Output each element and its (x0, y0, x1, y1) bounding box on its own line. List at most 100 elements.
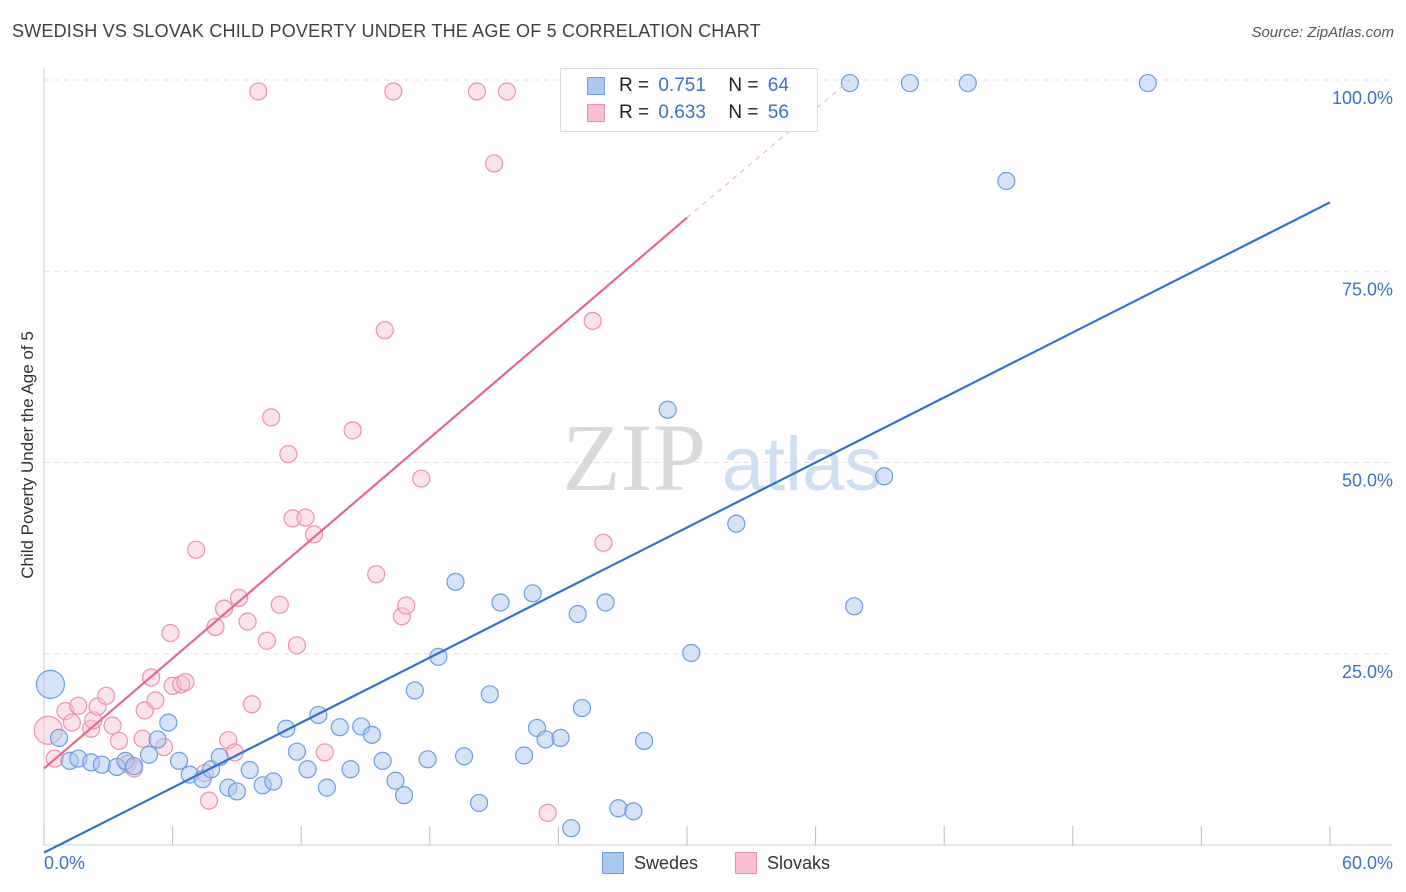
swedes-trendline (43, 201, 1331, 854)
swedes-point (49, 728, 69, 748)
slovaks-point (367, 565, 386, 584)
slovaks-point (109, 731, 129, 751)
swedes-point (394, 786, 414, 805)
slovaks-point (485, 154, 504, 173)
r-label: R = (619, 102, 650, 123)
slovaks-point (242, 695, 262, 714)
swedes-point (405, 681, 424, 700)
bottom-legend-swedes: Swedes (602, 852, 698, 874)
grid-lines (44, 79, 1392, 655)
swedes-point (298, 760, 317, 779)
slovaks-point (103, 716, 122, 735)
swedes-point (658, 400, 677, 419)
swedes-point (523, 584, 542, 603)
n-label: N = (728, 75, 759, 96)
tick-labels: 25.0% 50.0% 75.0% 100.0% 0.0% 60.0% (44, 88, 1393, 873)
legend-row-swedes: R = 0.751 N = 64 (587, 73, 789, 99)
swedes-point (682, 643, 701, 663)
slovaks-point (397, 596, 416, 615)
slovaks-trendline (43, 216, 688, 770)
swedes-point (480, 685, 499, 704)
axes (43, 68, 1392, 846)
slovaks-point (304, 525, 324, 544)
swedes-point (635, 731, 654, 751)
slovaks-point (146, 691, 165, 710)
swedes-r-value: 0.751 (658, 75, 706, 96)
chart-title: SWEDISH VS SLOVAK CHILD POVERTY UNDER TH… (12, 21, 761, 41)
swedes-point (515, 746, 534, 765)
slovaks-point (187, 540, 206, 559)
swedes-point (277, 719, 296, 738)
swedes-point (330, 718, 349, 737)
slovaks-point (384, 82, 403, 101)
slovaks-point (62, 713, 81, 732)
slovaks-point (467, 82, 487, 101)
legend-row-slovaks: R = 0.633 N = 56 (587, 100, 789, 126)
slovaks-point (262, 408, 281, 427)
swedes-point (840, 73, 859, 93)
swedes-point (491, 593, 510, 612)
swedes-point (875, 467, 894, 486)
slovaks-point (583, 311, 602, 331)
swedes-point (536, 730, 555, 749)
swedes-point (287, 742, 307, 761)
slovaks-point (176, 672, 195, 692)
watermark-atlas: atlas (722, 422, 883, 507)
source-label: Source: ZipAtlas.com (1251, 24, 1394, 41)
r-label: R = (619, 75, 650, 96)
slovaks-point (229, 588, 249, 608)
swedes-point (596, 593, 615, 612)
slovaks-point (594, 533, 613, 552)
swedes-point (169, 751, 189, 770)
slovaks-point (296, 508, 315, 527)
watermark: ZIP atlas (562, 404, 882, 511)
swedes-legend-swatch (602, 852, 624, 874)
swedes-point (624, 802, 643, 821)
swedes-point (568, 604, 587, 624)
slovaks-point (206, 617, 225, 637)
swedes-point (317, 778, 337, 797)
swedes-point (92, 755, 111, 774)
slovaks-point (315, 743, 334, 762)
swedes-point (551, 728, 570, 748)
slovaks-point (412, 469, 431, 488)
swedes-point (386, 771, 405, 790)
swedes-n-value: 64 (767, 75, 789, 96)
slovaks-point (375, 321, 394, 340)
swedes-point (469, 793, 489, 813)
slovaks-point (270, 595, 289, 614)
swedes-point (362, 725, 382, 744)
slovaks-point (69, 696, 88, 715)
y-tick-label: 25.0% (1342, 662, 1393, 682)
y-axis-label: Child Poverty Under the Age of 5 (18, 331, 37, 579)
y-tick-label: 50.0% (1342, 471, 1393, 491)
slovaks-point (199, 791, 219, 810)
swedes-point (1138, 73, 1157, 93)
y-tick-label: 75.0% (1342, 279, 1393, 299)
swedes-point (227, 782, 246, 801)
swedes-point (958, 73, 977, 93)
swedes-point (264, 772, 283, 791)
slovaks-point (214, 599, 234, 618)
x-tick-label: 0.0% (44, 853, 85, 873)
slovaks-point (249, 82, 268, 101)
slovaks-n-value: 56 (767, 102, 789, 123)
swedes-point (148, 730, 167, 749)
swedes-point (139, 745, 159, 764)
swedes-point (159, 713, 178, 732)
slovaks-point (257, 631, 277, 650)
y-tick-label: 100.0% (1332, 88, 1393, 108)
slovaks-point (497, 82, 517, 101)
trendlines (43, 79, 1331, 854)
slovaks-point (97, 686, 116, 705)
slovaks-point (238, 612, 257, 631)
slovaks-point (161, 623, 180, 643)
swedes-point (341, 760, 360, 779)
slovaks-point (279, 444, 298, 464)
slovaks-point (343, 421, 362, 440)
bottom-legend-slovaks: Slovaks (735, 852, 830, 874)
n-label: N = (728, 102, 759, 123)
slovaks-point (392, 607, 412, 626)
slovaks-point (538, 803, 557, 822)
